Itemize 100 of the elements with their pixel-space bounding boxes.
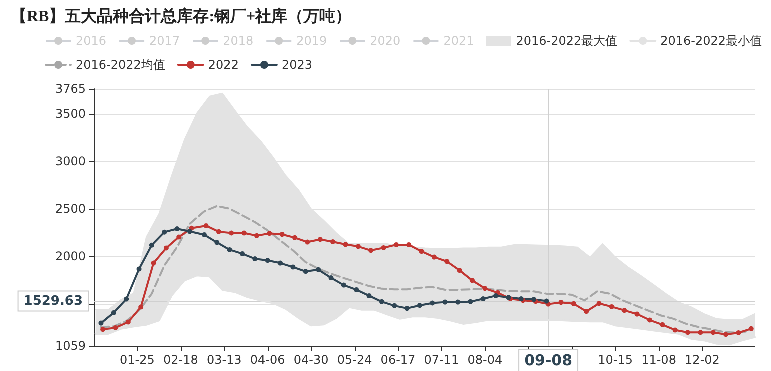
point bbox=[290, 264, 296, 270]
y-tick-label: 3500 bbox=[55, 107, 86, 122]
point bbox=[468, 299, 474, 304]
point bbox=[404, 306, 410, 312]
point bbox=[280, 232, 285, 238]
x-tick-label: 11-08 bbox=[642, 353, 676, 367]
point bbox=[494, 293, 499, 298]
x-tick-label: 10-15 bbox=[598, 353, 633, 367]
y-tick-label: 1059 bbox=[55, 339, 86, 353]
x-tick-label: 01-25 bbox=[120, 353, 155, 367]
point bbox=[379, 299, 384, 304]
chart-title: 【RB】五大品种合计总库存:钢厂+社库（万吨） bbox=[11, 8, 352, 26]
point bbox=[430, 300, 436, 306]
point bbox=[558, 300, 564, 306]
point bbox=[227, 247, 232, 252]
point bbox=[229, 230, 234, 236]
point bbox=[392, 303, 398, 308]
point bbox=[214, 240, 220, 246]
legend-label: 2023 bbox=[282, 58, 312, 72]
point bbox=[432, 254, 437, 260]
point bbox=[419, 249, 424, 254]
point bbox=[330, 240, 336, 244]
point bbox=[100, 327, 106, 332]
point bbox=[240, 251, 245, 256]
point bbox=[254, 233, 260, 238]
x-tick-label: 04-30 bbox=[294, 353, 329, 367]
legend-label: 2016-2022最小值 bbox=[660, 34, 762, 48]
point bbox=[698, 330, 704, 336]
point bbox=[318, 237, 323, 242]
point bbox=[710, 330, 716, 336]
point bbox=[647, 318, 652, 323]
point bbox=[303, 269, 308, 274]
point bbox=[354, 287, 360, 292]
point bbox=[343, 242, 348, 248]
point bbox=[622, 308, 628, 314]
point bbox=[571, 301, 576, 306]
point bbox=[724, 332, 729, 338]
point bbox=[660, 322, 666, 328]
point bbox=[634, 312, 640, 317]
x-tick-label: 05-24 bbox=[337, 353, 372, 367]
point bbox=[138, 304, 144, 310]
legend-label: 2016-2022最大值 bbox=[516, 34, 618, 48]
point bbox=[113, 325, 118, 330]
point bbox=[328, 276, 334, 280]
point bbox=[394, 242, 399, 248]
point bbox=[252, 256, 258, 262]
point bbox=[748, 326, 754, 332]
legend-label: 2022 bbox=[208, 58, 239, 72]
point bbox=[584, 309, 590, 314]
point bbox=[672, 328, 678, 333]
point bbox=[341, 282, 346, 288]
point bbox=[457, 268, 462, 274]
point bbox=[368, 248, 374, 254]
y-tick-label: 2500 bbox=[55, 202, 86, 216]
point bbox=[126, 320, 131, 325]
ref-line-label: 09-08 bbox=[524, 352, 573, 370]
point bbox=[111, 310, 116, 316]
x-tick-label: 07-11 bbox=[424, 353, 460, 367]
point bbox=[456, 300, 461, 305]
point bbox=[381, 245, 386, 250]
legend-label: 2016-2022均值 bbox=[76, 58, 166, 72]
x-tick-label: 04-06 bbox=[250, 353, 286, 367]
point bbox=[417, 303, 422, 308]
point bbox=[242, 230, 247, 236]
point bbox=[482, 286, 488, 292]
point bbox=[149, 242, 154, 248]
point bbox=[470, 278, 475, 284]
point bbox=[356, 244, 361, 250]
x-tick-label: 12-02 bbox=[685, 353, 720, 367]
point bbox=[216, 229, 222, 234]
point bbox=[202, 232, 207, 238]
point bbox=[292, 235, 298, 240]
point bbox=[267, 231, 272, 236]
point bbox=[124, 296, 130, 302]
point bbox=[305, 240, 310, 245]
point bbox=[480, 296, 486, 302]
point bbox=[151, 260, 156, 266]
y-tick-label: 2000 bbox=[55, 250, 86, 264]
ref-line-label: 1529.63 bbox=[24, 294, 83, 309]
y-tick-label: 3000 bbox=[55, 154, 86, 169]
point bbox=[162, 230, 168, 235]
point bbox=[98, 320, 104, 326]
point bbox=[278, 260, 284, 266]
point bbox=[442, 300, 448, 305]
point bbox=[174, 226, 180, 232]
x-tick-label: 03-13 bbox=[206, 353, 242, 367]
point bbox=[544, 298, 550, 304]
point bbox=[366, 293, 372, 298]
point bbox=[204, 223, 209, 228]
point bbox=[265, 258, 270, 264]
point bbox=[316, 267, 322, 272]
point bbox=[596, 301, 602, 306]
x-tick-label: 06-17 bbox=[380, 353, 416, 367]
point bbox=[686, 330, 690, 336]
point bbox=[136, 266, 142, 272]
point bbox=[736, 330, 742, 336]
point bbox=[187, 229, 192, 234]
point bbox=[609, 304, 614, 310]
point bbox=[176, 234, 182, 240]
x-tick-label: 02-18 bbox=[163, 353, 198, 367]
